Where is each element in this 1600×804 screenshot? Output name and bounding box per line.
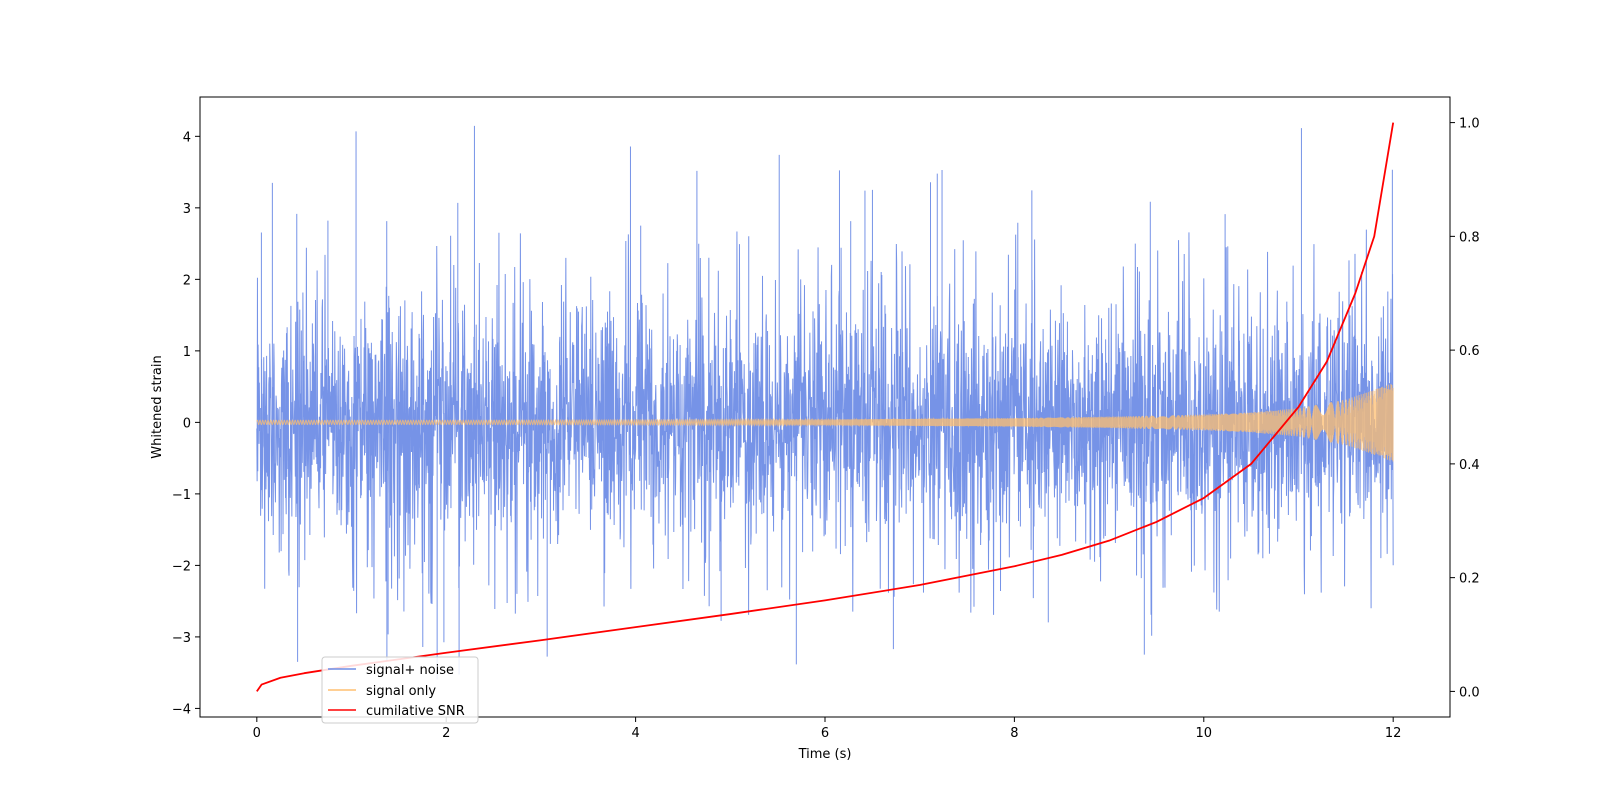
x-tick-label: 0 xyxy=(253,726,261,741)
legend-item-signal-only: signal only xyxy=(328,684,436,699)
y-tick-label: 3 xyxy=(183,202,191,217)
legend: signal+ noise signal only cumilative SNR xyxy=(321,656,479,724)
x-tick-label: 8 xyxy=(1010,726,1018,741)
series-signal-only-line xyxy=(256,384,1394,462)
legend-item-signal-noise: signal+ noise xyxy=(328,663,454,678)
y-tick-label-right: 0.2 xyxy=(1459,572,1480,587)
x-tick-label: 2 xyxy=(442,726,450,741)
y-tick-label: −4 xyxy=(172,702,191,717)
series-layer xyxy=(256,122,1395,692)
x-tick-label: 6 xyxy=(821,726,829,741)
x-tick-label: 10 xyxy=(1196,726,1213,741)
y-tick-label: 4 xyxy=(183,130,191,145)
legend-label-cumulative-snr: cumilative SNR xyxy=(366,704,465,719)
y-tick-label-right: 0.6 xyxy=(1459,344,1480,359)
y-tick-label: −3 xyxy=(172,631,191,646)
y-axis-label: Whitened strain xyxy=(150,355,165,458)
y-tick-label-right: 0.0 xyxy=(1459,685,1480,700)
y-tick-label-right: 0.4 xyxy=(1459,458,1480,473)
x-axis-label: Time (s) xyxy=(798,747,852,762)
y-tick-label-right: 1.0 xyxy=(1459,117,1480,132)
legend-item-cumulative-snr: cumilative SNR xyxy=(328,704,465,719)
legend-box xyxy=(321,656,479,724)
y-tick-label: −2 xyxy=(172,559,191,574)
y-tick-label-right: 0.8 xyxy=(1459,230,1480,245)
legend-label-signal-noise: signal+ noise xyxy=(366,663,454,678)
y-tick-label: 0 xyxy=(183,416,191,431)
y-tick-label: 2 xyxy=(183,273,191,288)
series-signal-noise-line xyxy=(256,125,1394,680)
x-tick-label: 12 xyxy=(1385,726,1402,741)
y-tick-label: −1 xyxy=(172,488,191,503)
x-tick-label: 4 xyxy=(631,726,639,741)
legend-label-signal-only: signal only xyxy=(366,684,436,699)
y-tick-label: 1 xyxy=(183,345,191,360)
